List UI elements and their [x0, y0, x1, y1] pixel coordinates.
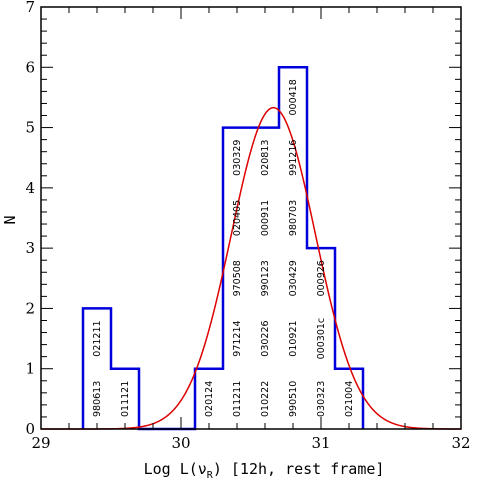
- x-axis-label-main: Log L(ν: [144, 460, 207, 478]
- x-axis-label: Log L(νR) [12h, rest frame]: [144, 460, 385, 481]
- y-tick-label-5: 5: [25, 119, 35, 137]
- bin-label-5-4: 030329: [232, 140, 243, 176]
- y-tick-label-0: 0: [25, 420, 35, 438]
- bin-label-6-1: 030226: [260, 320, 271, 356]
- y-tick-label-7: 7: [25, 0, 35, 16]
- x-tick-label-3: 32: [451, 434, 470, 452]
- x-axis-label-rest: ) [12h, rest frame]: [213, 460, 385, 478]
- bin-labels: 980613 021211 011121 020124 011211 971214 9705…: [92, 79, 355, 417]
- bin-label-5-3: 020405: [232, 200, 243, 236]
- bin-label-8-0: 030323: [316, 381, 327, 417]
- y-tick-label-1: 1: [25, 360, 35, 378]
- y-axis-label: N: [1, 215, 19, 224]
- x-tick-label-0: 29: [31, 434, 50, 452]
- bin-label-0-1: 021211: [92, 320, 103, 356]
- bin-label-8-1: 000301c: [316, 318, 327, 360]
- bin-label-7-1: 010921: [288, 320, 299, 356]
- bin-label-7-2: 030429: [288, 260, 299, 296]
- x-tick-label-2: 31: [311, 434, 330, 452]
- histogram-outline: [81, 66, 365, 431]
- bin-label-6-3: 000911: [260, 200, 271, 236]
- bin-label-6-4: 020813: [260, 140, 271, 176]
- bin-label-4-0: 020124: [204, 381, 215, 417]
- bin-label-7-0: 990510: [288, 381, 299, 417]
- y-tick-label-4: 4: [25, 179, 35, 197]
- bin-label-6-2: 990123: [260, 260, 271, 296]
- histogram-bars: [81, 66, 365, 431]
- plot-area: [41, 7, 461, 429]
- y-tick-label-2: 2: [25, 299, 35, 317]
- bin-label-7-3: 980703: [288, 200, 299, 236]
- bin-label-7-4: 991216: [288, 140, 299, 176]
- bin-label-6-0: 010222: [260, 381, 271, 417]
- y-tick-label-3: 3: [25, 239, 35, 257]
- plot-background: [41, 7, 461, 429]
- bin-label-5-2: 970508: [232, 260, 243, 296]
- y-tick-label-6: 6: [25, 58, 35, 76]
- bin-label-5-0: 011211: [232, 381, 243, 417]
- bin-label-9-0: 021004: [344, 381, 355, 417]
- bin-label-8-2: 000926: [316, 260, 327, 296]
- plot-frame: [40, 6, 462, 430]
- bin-label-7-5: 000418: [288, 79, 299, 115]
- bin-label-5-1: 971214: [232, 320, 243, 356]
- axes: 29 30 31 32 0 1 2 3 4 5 6 7: [25, 0, 470, 452]
- x-tick-label-1: 30: [171, 434, 190, 452]
- bin-label-0-0: 980613: [92, 381, 103, 417]
- bin-label-1-0: 011121: [120, 381, 131, 417]
- x-axis-label-subscript: R: [207, 470, 214, 481]
